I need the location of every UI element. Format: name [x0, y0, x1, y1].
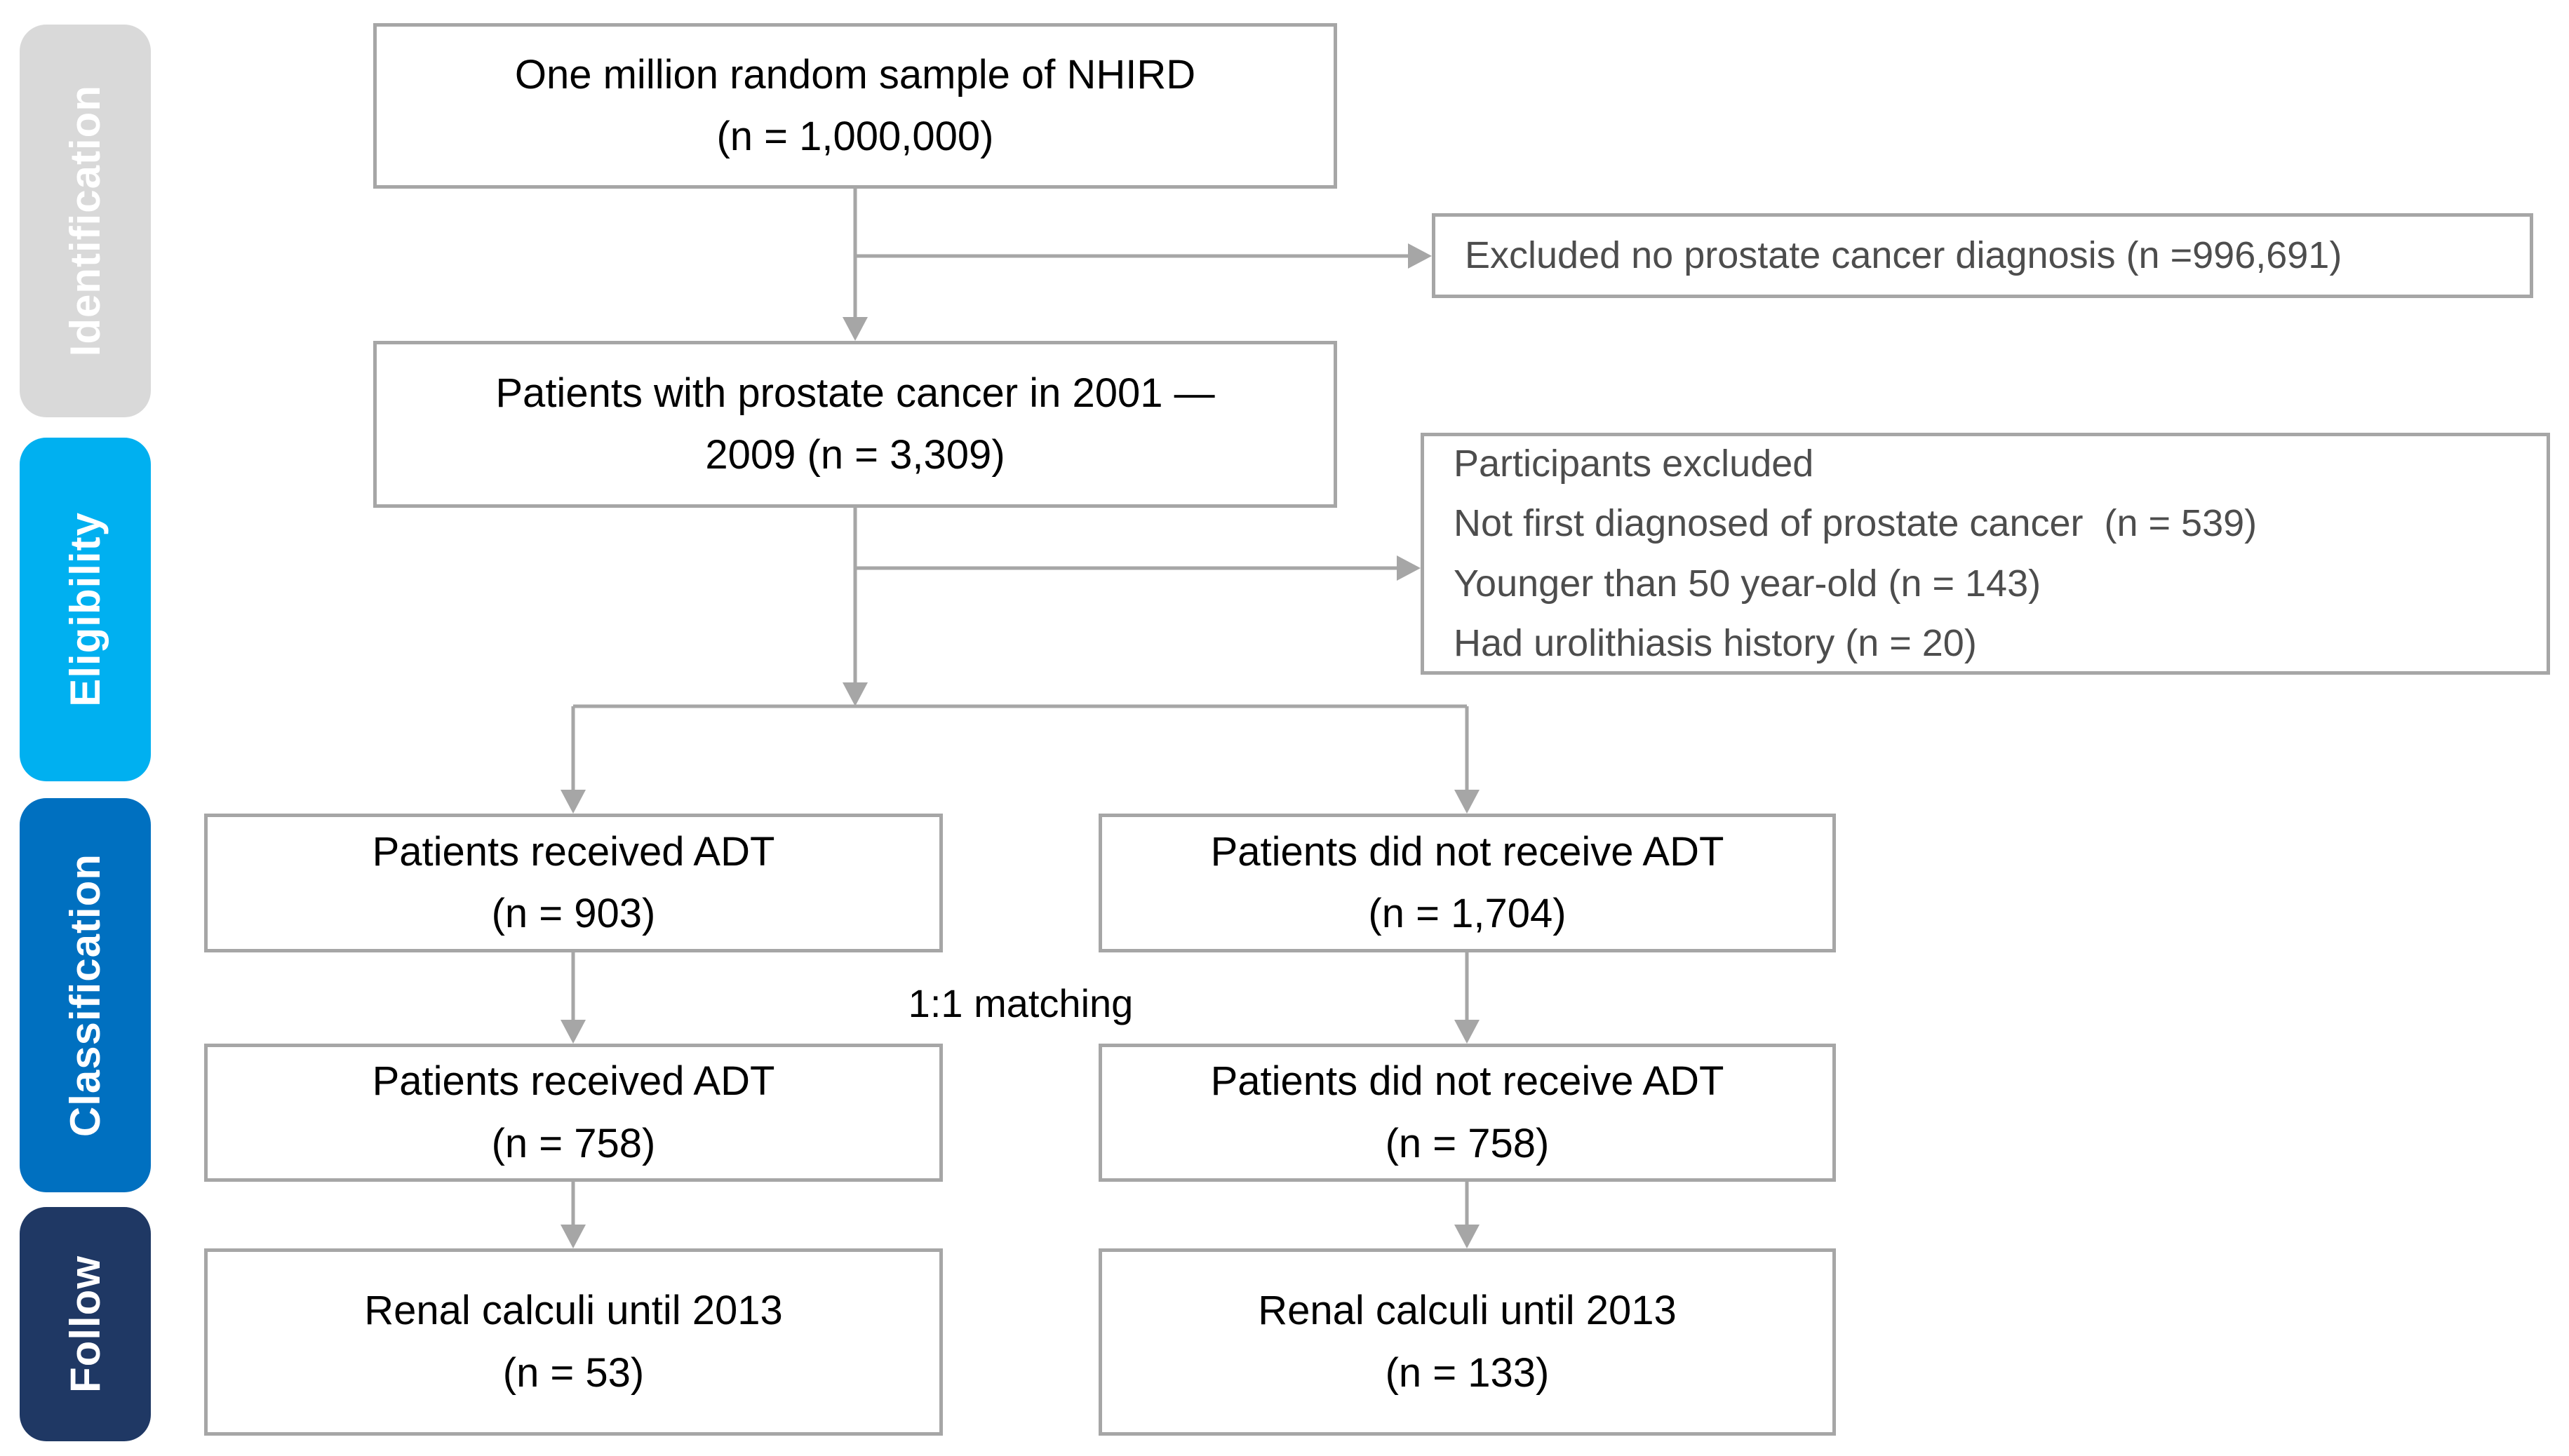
participants-excluded-item-1: Not first diagnosed of prostate cancer (… — [1454, 502, 2258, 545]
adt-not-received-758-line2: (n = 758) — [1385, 1120, 1550, 1166]
adt-not-received-1704-line2: (n = 1,704) — [1368, 891, 1567, 936]
flow-box-renal-calculi-133: Renal calculi until 2013 (n = 133) — [1099, 1248, 1836, 1436]
stage-follow-label: Follow — [62, 1255, 109, 1393]
flow-box-nhird-sample: One million random sample of NHIRD (n = … — [373, 23, 1337, 189]
flow-box-adt-received-758: Patients received ADT (n = 758) — [204, 1044, 943, 1182]
adt-received-758-line2: (n = 758) — [491, 1120, 656, 1166]
adt-received-758-line1: Patients received ADT — [372, 1058, 775, 1105]
flow-box-adt-received-903: Patients received ADT (n = 903) — [204, 814, 943, 952]
participants-excluded-item-2: Younger than 50 year-old (n = 143) — [1454, 562, 2041, 605]
flow-box-adt-not-received-758: Patients did not receive ADT (n = 758) — [1099, 1044, 1836, 1182]
stage-classification-label: Classification — [62, 853, 109, 1138]
adt-not-received-758-line1: Patients did not receive ADT — [1210, 1058, 1724, 1105]
nhird-line2: (n = 1,000,000) — [716, 114, 994, 159]
sidebar-stage-follow: Follow — [20, 1207, 151, 1441]
adt-received-903-line2: (n = 903) — [491, 891, 656, 936]
renal-calculi-133-line1: Renal calculi until 2013 — [1258, 1288, 1677, 1334]
excluded-no-diagnosis-text: Excluded no prostate cancer diagnosis (n… — [1465, 234, 2342, 276]
sidebar-stage-eligibility: Eligibility — [20, 438, 151, 781]
sidebar-stage-identification: Identification — [20, 25, 151, 417]
prostate-cancer-line1: Patients with prostate cancer in 2001 — — [495, 370, 1215, 416]
renal-calculi-53-line1: Renal calculi until 2013 — [364, 1288, 783, 1334]
stage-identification-label: Identification — [62, 85, 109, 357]
renal-calculi-53-line2: (n = 53) — [502, 1349, 645, 1396]
adt-not-received-1704-line1: Patients did not receive ADT — [1210, 828, 1724, 875]
matching-label: 1:1 matching — [908, 981, 1134, 1025]
sidebar-stage-classification: Classification — [20, 798, 151, 1192]
flow-box-prostate-cancer: Patients with prostate cancer in 2001 — … — [373, 341, 1337, 508]
prostate-cancer-line2: 2009 (n = 3,309) — [705, 432, 1005, 478]
adt-received-903-line1: Patients received ADT — [372, 828, 775, 875]
nhird-line1: One million random sample of NHIRD — [514, 51, 1196, 97]
participants-excluded-title: Participants excluded — [1454, 442, 1814, 485]
participants-excluded-item-3: Had urolithiasis history (n = 20) — [1454, 621, 1977, 664]
flow-box-renal-calculi-53: Renal calculi until 2013 (n = 53) — [204, 1248, 943, 1436]
stage-eligibility-label: Eligibility — [62, 512, 109, 707]
flow-box-adt-not-received-1704: Patients did not receive ADT (n = 1,704) — [1099, 814, 1836, 952]
renal-calculi-133-line2: (n = 133) — [1385, 1349, 1550, 1396]
flow-box-participants-excluded: Participants excluded Not first diagnose… — [1421, 433, 2550, 675]
flow-box-excluded-no-diagnosis: Excluded no prostate cancer diagnosis (n… — [1432, 213, 2533, 298]
